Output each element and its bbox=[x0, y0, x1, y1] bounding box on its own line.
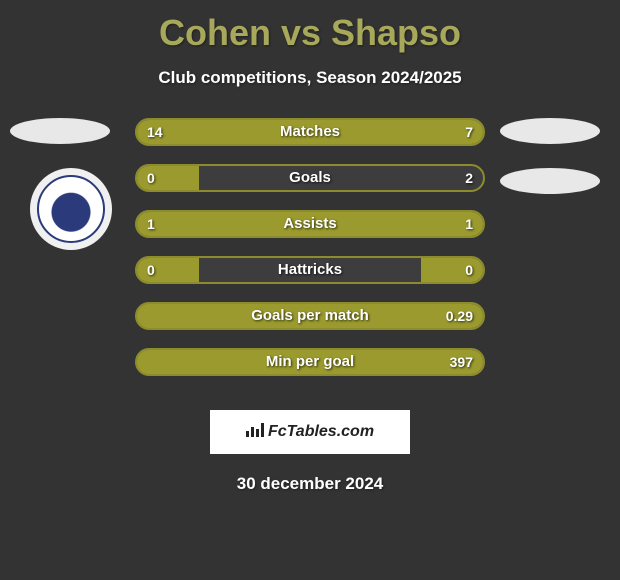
stat-bar-row: Assists1 1 bbox=[135, 210, 485, 238]
stat-bars: Matches147Goals02Assists11Hattricks00Goa… bbox=[135, 118, 485, 394]
stat-bar-row: Min per goal397 bbox=[135, 348, 485, 376]
stat-value-right: 2 bbox=[465, 166, 473, 190]
stat-bar-label: Goals bbox=[137, 166, 483, 190]
stat-value-right: 397 bbox=[450, 350, 473, 374]
stat-bar-row: Matches14 7 bbox=[135, 118, 485, 146]
stat-value-right: 1 bbox=[465, 212, 473, 236]
stat-value-right: 0.29 bbox=[446, 304, 473, 328]
stat-value-left: 0 bbox=[147, 258, 155, 282]
team-oval-badge bbox=[10, 118, 110, 144]
stat-value-right: 0 bbox=[465, 258, 473, 282]
stat-bar-label: Hattricks bbox=[137, 258, 483, 282]
brand-text: FcTables.com bbox=[268, 423, 374, 441]
chart-icon bbox=[246, 423, 264, 442]
team-oval-badge bbox=[500, 168, 600, 194]
stat-value-right: 7 bbox=[465, 120, 473, 144]
page-subtitle: Club competitions, Season 2024/2025 bbox=[0, 68, 620, 88]
page-title: Cohen vs Shapso bbox=[0, 0, 620, 54]
stat-bar-label: Assists bbox=[137, 212, 483, 236]
stat-value-left: 14 bbox=[147, 120, 163, 144]
stat-bar-row: Goals per match0.29 bbox=[135, 302, 485, 330]
stat-bar-label: Min per goal bbox=[137, 350, 483, 374]
stat-bar-row: Goals0 2 bbox=[135, 164, 485, 192]
left-player-badges bbox=[10, 118, 120, 250]
stat-value-left: 0 bbox=[147, 166, 155, 190]
stat-bar-label: Matches bbox=[137, 120, 483, 144]
date-line: 30 december 2024 bbox=[0, 474, 620, 494]
stat-value-left: 1 bbox=[147, 212, 155, 236]
team-oval-badge bbox=[500, 118, 600, 144]
brand-box: FcTables.com bbox=[210, 410, 410, 454]
stat-bar-row: Hattricks0 0 bbox=[135, 256, 485, 284]
stat-bar-label: Goals per match bbox=[137, 304, 483, 328]
comparison-content: Matches147Goals02Assists11Hattricks00Goa… bbox=[0, 118, 620, 494]
club-crest-icon bbox=[30, 168, 112, 250]
right-player-badges bbox=[500, 118, 610, 218]
